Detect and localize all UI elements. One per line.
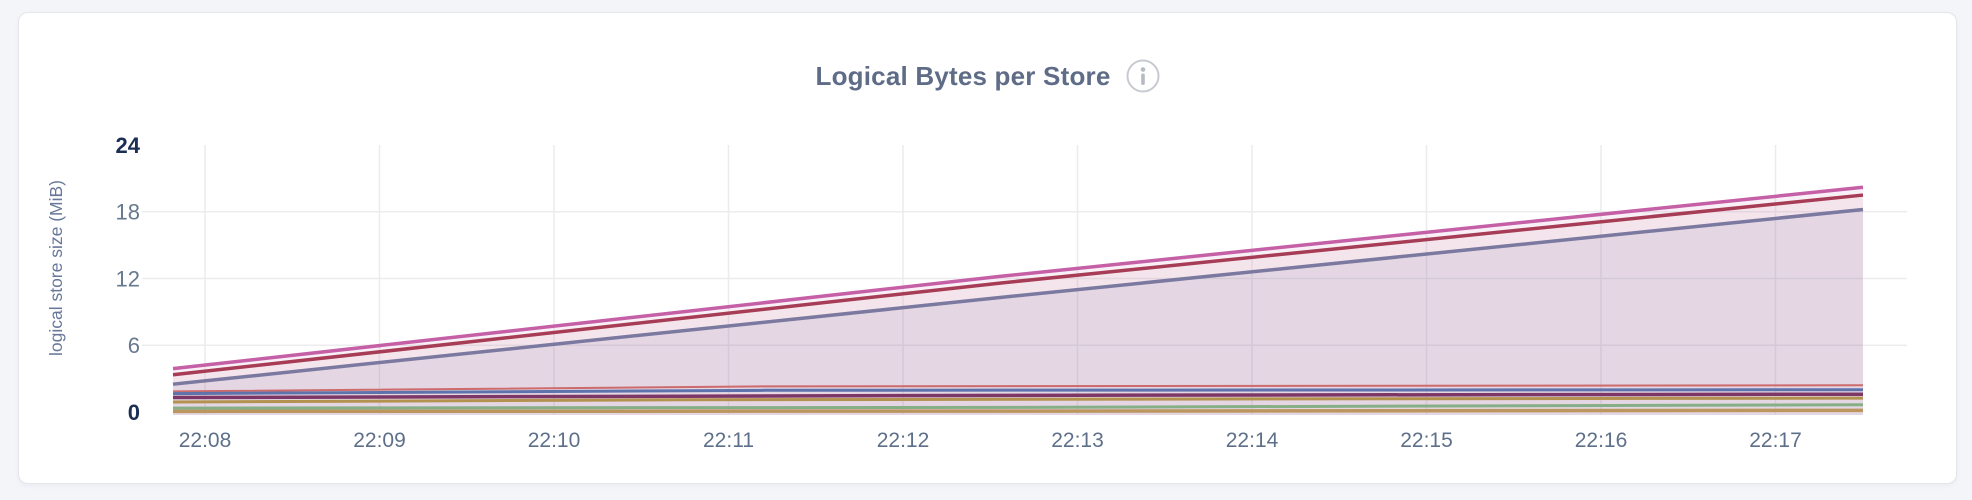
x-tick-label: 22:08 xyxy=(179,429,232,452)
chart-title: Logical Bytes per Store xyxy=(815,60,1111,91)
x-tick-label: 22:10 xyxy=(528,429,581,452)
series-store-pink-line xyxy=(172,185,1864,371)
y-axis-title: logical store size (MiB) xyxy=(46,180,66,356)
series-store-purple-area xyxy=(173,209,1863,415)
series-store-blue-line xyxy=(172,388,1864,396)
y-tick-label: 12 xyxy=(116,266,140,291)
x-tick-label: 22:12 xyxy=(877,429,930,452)
series-store-salmon-line xyxy=(172,384,1864,393)
info-icon[interactable] xyxy=(1126,59,1160,93)
y-tick-label: 24 xyxy=(116,133,141,158)
x-tick-label: 22:09 xyxy=(353,429,406,452)
x-tick-label: 22:13 xyxy=(1051,429,1104,452)
series-store-green-line xyxy=(172,403,1864,410)
series-store-crimson-line xyxy=(172,193,1864,377)
y-tick-label: 6 xyxy=(128,333,140,358)
series-store-crimson-area xyxy=(173,195,1863,415)
x-tick-label: 22:11 xyxy=(703,429,754,452)
x-tick-label: 22:15 xyxy=(1400,429,1453,452)
y-tick-label: 0 xyxy=(128,400,140,425)
x-tick-label: 22:17 xyxy=(1749,429,1802,452)
series-store-khaki-line xyxy=(172,408,1864,414)
series-store-maroon-line xyxy=(172,392,1864,400)
series-store-pink-area xyxy=(173,187,1863,415)
x-tick-label: 22:16 xyxy=(1575,429,1628,452)
chart-header: Logical Bytes per Store xyxy=(19,59,1956,93)
chart-card: Logical Bytes per Store xyxy=(18,12,1957,484)
series-store-purple-line xyxy=(172,207,1864,386)
series-store-tan-line xyxy=(172,396,1864,404)
x-tick-label: 22:14 xyxy=(1226,429,1279,452)
y-tick-label: 18 xyxy=(116,200,140,225)
